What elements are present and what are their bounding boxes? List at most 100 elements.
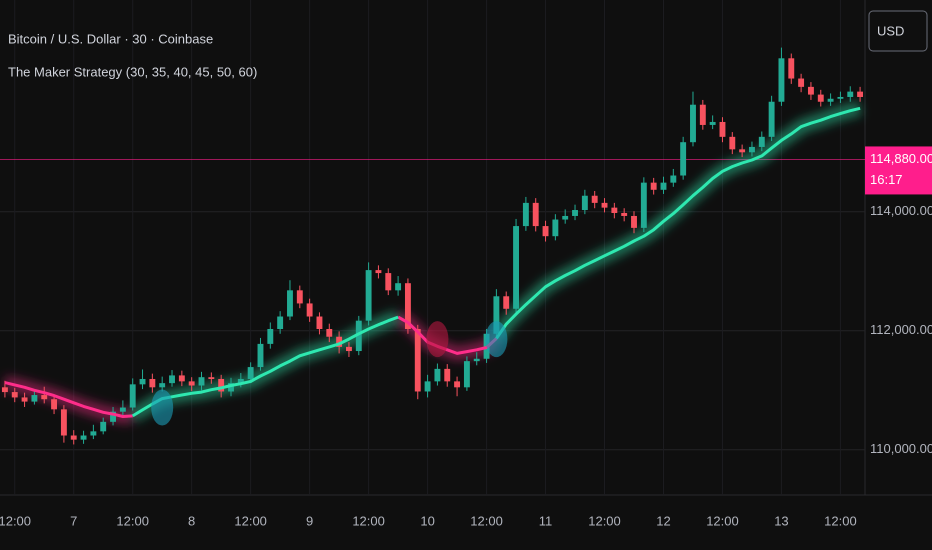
x-tick-label: 12:00	[116, 513, 149, 528]
candle-body	[847, 91, 854, 97]
candle-body	[709, 121, 716, 125]
candle-body	[169, 375, 175, 384]
candle-body	[336, 336, 343, 347]
indicator-title: The Maker Strategy (30, 35, 40, 45, 50, …	[8, 64, 257, 79]
candle-body	[70, 435, 77, 440]
x-tick-label: 12:00	[0, 513, 31, 528]
candle-body	[208, 377, 215, 379]
candle-body	[640, 182, 647, 228]
x-tick-label: 12:00	[234, 513, 267, 528]
candle-body	[542, 226, 549, 237]
candle-body	[758, 136, 765, 147]
candle-body	[522, 202, 529, 227]
candle-body	[41, 395, 48, 400]
x-tick-label: 10	[420, 513, 434, 528]
candle-body	[346, 346, 352, 352]
x-tick-label: 12:00	[352, 513, 385, 528]
candle-body	[385, 273, 392, 291]
candle-body	[513, 226, 519, 309]
candle-body	[110, 411, 116, 422]
candle-body	[591, 195, 598, 203]
x-tick-label: 11	[539, 513, 553, 528]
candle-body	[444, 368, 451, 382]
grid	[0, 0, 865, 495]
currency-button[interactable]	[868, 10, 928, 52]
candle-body	[788, 58, 795, 79]
candle-body	[218, 378, 225, 392]
currency-button-label[interactable]: USD	[877, 23, 904, 38]
candle-body	[680, 142, 687, 176]
candle-body	[631, 215, 637, 228]
candle-body	[837, 96, 844, 99]
candle-body	[778, 58, 785, 102]
x-tick-label: 12:00	[588, 513, 621, 528]
x-tick-label: 8	[188, 513, 195, 528]
candle-body	[365, 270, 372, 321]
candle-body	[798, 78, 805, 87]
candle-body	[454, 381, 461, 388]
ma-line	[131, 106, 861, 418]
candle-body	[768, 101, 775, 137]
candle-body	[699, 104, 706, 125]
candle-body	[660, 182, 667, 190]
candle-body	[11, 392, 18, 398]
x-tick-label: 12:00	[824, 513, 857, 528]
candles	[1, 47, 864, 445]
candle-body	[473, 358, 480, 362]
price-countdown: 16:17	[870, 172, 903, 187]
x-tick-label: 9	[306, 513, 313, 528]
candle-body	[316, 316, 323, 330]
candle-body	[375, 270, 382, 274]
chart-title: Bitcoin / U.S. Dollar · 30 · Coinbase	[8, 31, 213, 46]
candle-body	[503, 296, 510, 309]
y-tick-label: 110,000.00	[870, 441, 932, 456]
candle-body	[188, 381, 195, 386]
candle-body	[817, 94, 824, 102]
labels: 110,000.00 112,000.00 114,000.00 12:00 7 12:0…	[0, 146, 932, 528]
candle-body	[749, 146, 755, 153]
candle-body	[857, 91, 864, 97]
candle-body	[827, 98, 834, 102]
candle-body	[119, 407, 126, 412]
candle-body	[670, 175, 677, 183]
x-tick-label: 12:00	[706, 513, 739, 528]
candle-body	[247, 367, 254, 379]
candle-body	[719, 121, 726, 137]
candle-body	[100, 421, 107, 432]
price-label: 114,880.00	[870, 151, 932, 166]
signals	[151, 321, 508, 426]
candle-body	[228, 383, 234, 392]
candle-body	[306, 303, 313, 317]
candle-body	[611, 207, 618, 213]
candle-body	[552, 219, 559, 237]
candle-body	[562, 215, 569, 220]
candle-body	[287, 290, 293, 317]
ma-line	[4, 315, 498, 418]
candle-body	[198, 377, 205, 386]
candle-body	[257, 343, 264, 368]
candle-body	[621, 212, 628, 216]
candle-body	[463, 361, 470, 388]
candle-body	[414, 329, 421, 392]
x-tick-label: 7	[70, 513, 77, 528]
ma-lines	[4, 106, 861, 418]
candle-body	[355, 320, 362, 352]
candle-body	[729, 136, 736, 150]
candle-body	[1, 387, 8, 393]
candle-body	[129, 384, 136, 408]
candle-body	[395, 283, 402, 291]
candle-body	[532, 202, 539, 227]
candle-body	[690, 104, 696, 143]
y-tick-label: 112,000.00	[870, 322, 932, 337]
candle-body	[80, 435, 87, 440]
signal-marker	[485, 321, 508, 358]
candle-body	[572, 210, 578, 216]
candle-body	[31, 395, 38, 402]
candle-body	[807, 86, 814, 95]
candle-body	[739, 149, 746, 153]
candle-body	[326, 329, 333, 337]
candle-body	[277, 316, 284, 330]
candle-body	[237, 378, 244, 384]
